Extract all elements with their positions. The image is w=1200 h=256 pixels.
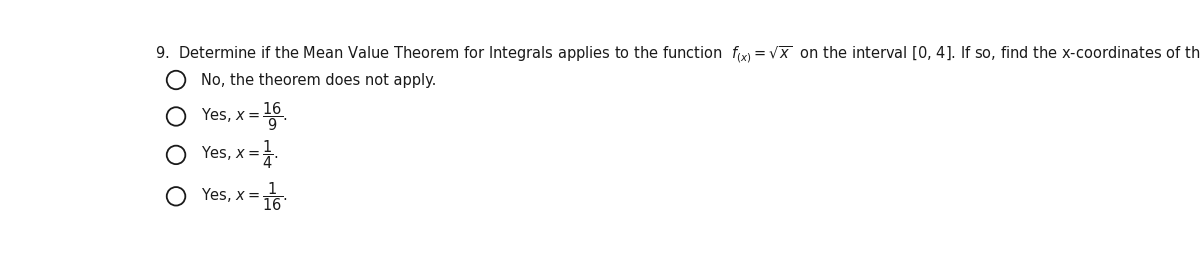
Text: No, the theorem does not apply.: No, the theorem does not apply. xyxy=(202,72,437,88)
Text: Yes, $x=\dfrac{1}{16}$.: Yes, $x=\dfrac{1}{16}$. xyxy=(202,180,288,212)
Text: Yes, $x=\dfrac{1}{4}$.: Yes, $x=\dfrac{1}{4}$. xyxy=(202,139,278,171)
Text: Yes, $x=\dfrac{16}{9}$.: Yes, $x=\dfrac{16}{9}$. xyxy=(202,100,288,133)
Text: 9.  Determine if the Mean Value Theorem for Integrals applies to the function  $: 9. Determine if the Mean Value Theorem f… xyxy=(155,45,1200,65)
